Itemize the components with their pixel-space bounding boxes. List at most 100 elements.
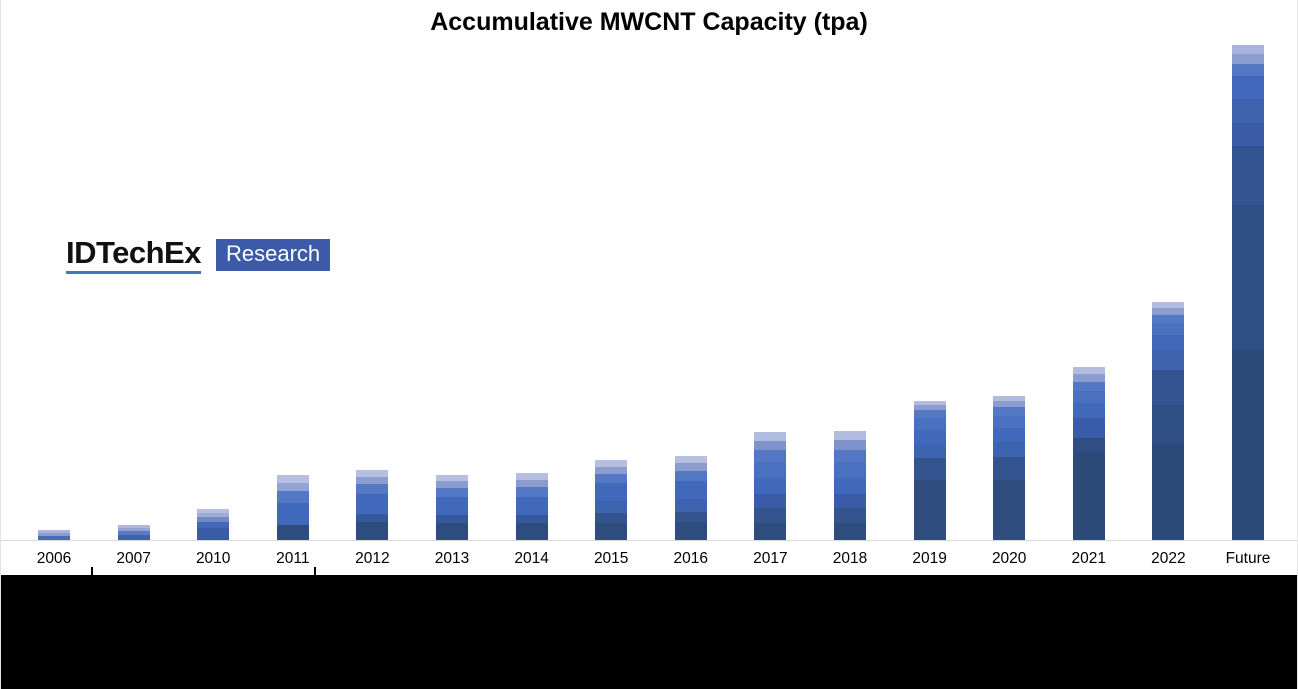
x-axis-label-2010: 2010 xyxy=(195,550,231,567)
idtechex-logo: IDTechEx Research xyxy=(66,237,331,274)
bar-segment xyxy=(834,440,866,450)
x-axis-label-2007: 2007 xyxy=(116,550,151,567)
bar-segment xyxy=(674,463,707,471)
bar-segment xyxy=(276,491,309,503)
bar-segment xyxy=(1232,76,1264,99)
bar-segment xyxy=(754,432,787,441)
bar-segment xyxy=(1072,382,1105,391)
bar-segment xyxy=(913,480,946,540)
bar-segment xyxy=(754,523,787,540)
x-axis-label-2014: 2014 xyxy=(514,550,549,567)
bar-segment xyxy=(1152,350,1185,370)
footer-black-band xyxy=(1,575,1297,689)
bar-segment xyxy=(913,444,946,458)
bar-segment xyxy=(674,481,707,499)
bar-segment xyxy=(197,522,230,528)
bar-segment xyxy=(197,509,230,513)
logo-underline xyxy=(66,271,201,274)
chart-title: Accumulative MWCNT Capacity (tpa) xyxy=(430,8,868,36)
bar-2012 xyxy=(356,470,389,540)
bar-segment xyxy=(515,480,548,487)
bar-2013 xyxy=(436,475,468,540)
bar-segment xyxy=(436,475,468,481)
bar-segment xyxy=(1072,453,1105,540)
bar-segment xyxy=(595,513,628,523)
bar-segment xyxy=(117,531,150,535)
bar-segment xyxy=(38,533,70,536)
bar-segment xyxy=(754,494,787,508)
bar-segment xyxy=(117,525,150,528)
bar-segment xyxy=(993,407,1026,416)
bar-segment xyxy=(595,474,628,483)
bar-segment xyxy=(754,478,787,494)
bar-segment xyxy=(197,513,230,517)
bar-segment xyxy=(913,430,946,444)
bar-segment xyxy=(117,535,150,540)
bar-2021 xyxy=(1072,367,1105,540)
bar-segment xyxy=(595,460,628,467)
bar-2011 xyxy=(276,475,309,540)
bar-2014 xyxy=(515,473,548,540)
bar-segment xyxy=(834,450,866,462)
bar-segment xyxy=(1232,205,1264,350)
bar-2016 xyxy=(674,456,707,540)
bar-segment xyxy=(1152,302,1185,308)
bar-segment xyxy=(993,416,1026,428)
logo-brand-wrap: IDTechEx xyxy=(66,237,201,274)
bar-segment xyxy=(674,522,707,540)
bar-segment xyxy=(913,401,946,405)
x-axis-label-2017: 2017 xyxy=(753,550,788,567)
bar-Future xyxy=(1232,45,1264,540)
bar-segment xyxy=(356,484,389,494)
bar-segment xyxy=(436,488,468,497)
bar-segment xyxy=(515,515,548,523)
bar-segment xyxy=(913,410,946,418)
bar-segment xyxy=(38,530,70,533)
bar-segment xyxy=(834,462,866,478)
bar-segment xyxy=(754,441,787,450)
bar-2019 xyxy=(913,401,946,540)
x-axis-label-2006: 2006 xyxy=(36,550,72,567)
bar-segment xyxy=(515,487,548,497)
bar-segment xyxy=(1152,335,1185,350)
bar-2015 xyxy=(595,460,628,540)
x-axis-baseline xyxy=(1,540,1297,541)
bar-segment xyxy=(1232,45,1264,54)
x-axis-label-2021: 2021 xyxy=(1071,550,1107,567)
bar-segment xyxy=(1232,54,1264,64)
bar-segment xyxy=(674,471,707,481)
bar-segment xyxy=(117,528,150,531)
bar-segment xyxy=(993,457,1026,480)
x-axis-label-Future: Future xyxy=(1225,550,1271,567)
bar-segment xyxy=(1072,367,1105,374)
bar-segment xyxy=(515,473,548,480)
bar-segment xyxy=(436,481,468,488)
bar-segment xyxy=(1232,350,1264,540)
bar-segment xyxy=(1152,445,1185,540)
bar-segment xyxy=(754,450,787,462)
x-axis-label-2020: 2020 xyxy=(991,550,1027,567)
bar-segment xyxy=(276,475,309,483)
bar-segment xyxy=(1072,438,1105,453)
bar-segment xyxy=(595,483,628,501)
x-axis-tick xyxy=(91,567,93,575)
bar-2020 xyxy=(993,396,1026,540)
bar-segment xyxy=(276,503,309,525)
bar-segment xyxy=(595,467,628,474)
bar-segment xyxy=(1232,146,1264,205)
bar-segment xyxy=(1072,418,1105,438)
bar-segment xyxy=(276,483,309,491)
bar-segment xyxy=(356,494,389,514)
bar-segment xyxy=(834,494,866,508)
bar-segment xyxy=(834,478,866,494)
bar-segment xyxy=(674,499,707,512)
bar-segment xyxy=(1152,315,1185,323)
x-axis-label-2012: 2012 xyxy=(355,550,390,567)
bar-segment xyxy=(515,523,548,540)
bar-segment xyxy=(1152,308,1185,315)
bar-2018 xyxy=(834,431,866,540)
bar-segment xyxy=(1232,99,1264,123)
x-axis-label-2022: 2022 xyxy=(1151,550,1186,567)
